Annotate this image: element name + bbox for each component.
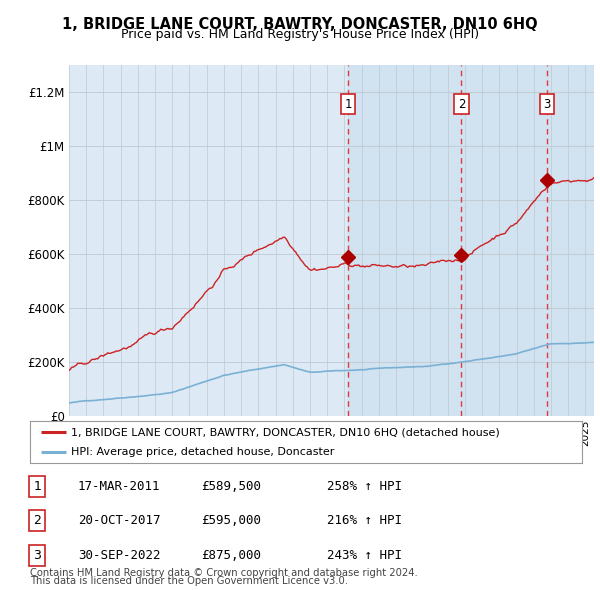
Text: 258% ↑ HPI: 258% ↑ HPI [327,480,402,493]
Text: 3: 3 [33,549,41,562]
Text: 1, BRIDGE LANE COURT, BAWTRY, DONCASTER, DN10 6HQ: 1, BRIDGE LANE COURT, BAWTRY, DONCASTER,… [62,17,538,31]
Text: Contains HM Land Registry data © Crown copyright and database right 2024.: Contains HM Land Registry data © Crown c… [30,568,418,578]
Text: 216% ↑ HPI: 216% ↑ HPI [327,514,402,527]
Text: This data is licensed under the Open Government Licence v3.0.: This data is licensed under the Open Gov… [30,576,348,586]
Text: 1: 1 [33,480,41,493]
Text: 243% ↑ HPI: 243% ↑ HPI [327,549,402,562]
Text: 3: 3 [543,97,550,110]
Bar [348,65,594,416]
Text: 2: 2 [33,514,41,527]
Text: £589,500: £589,500 [201,480,261,493]
Text: Price paid vs. HM Land Registry's House Price Index (HPI): Price paid vs. HM Land Registry's House … [121,28,479,41]
Text: HPI: Average price, detached house, Doncaster: HPI: Average price, detached house, Donc… [71,447,335,457]
Text: 20-OCT-2017: 20-OCT-2017 [78,514,161,527]
Text: 30-SEP-2022: 30-SEP-2022 [78,549,161,562]
Text: 1: 1 [344,97,352,110]
Text: £595,000: £595,000 [201,514,261,527]
Text: 17-MAR-2011: 17-MAR-2011 [78,480,161,493]
Text: 1, BRIDGE LANE COURT, BAWTRY, DONCASTER, DN10 6HQ (detached house): 1, BRIDGE LANE COURT, BAWTRY, DONCASTER,… [71,427,500,437]
Text: £875,000: £875,000 [201,549,261,562]
Text: 2: 2 [458,97,465,110]
